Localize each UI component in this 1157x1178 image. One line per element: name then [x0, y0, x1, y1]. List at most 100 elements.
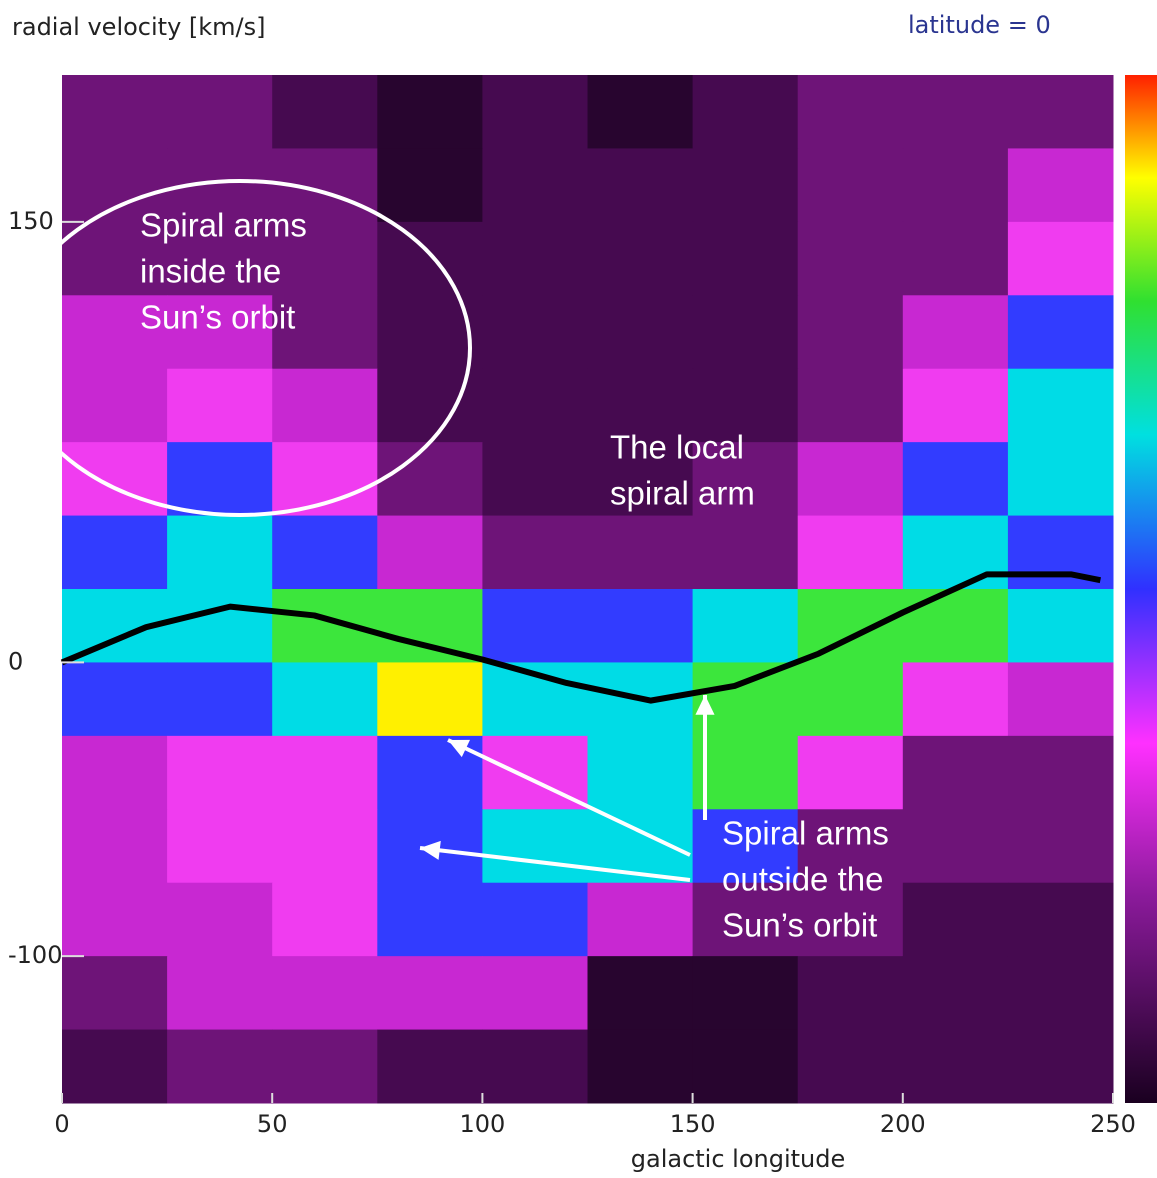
heatmap-cell: [692, 295, 799, 370]
heatmap-cell: [1007, 809, 1114, 884]
heatmap-cell: [587, 442, 694, 517]
x-tick-label: 250: [1090, 1110, 1136, 1138]
heatmap-cell: [167, 75, 273, 149]
heatmap-cell: [167, 368, 273, 443]
heatmap-cell: [377, 662, 483, 737]
heatmap-cell: [377, 589, 483, 663]
heatmap-cell: [377, 1029, 483, 1104]
heatmap-cell: [692, 956, 799, 1031]
heatmap-cell: [377, 75, 483, 149]
heatmap-cell: [167, 809, 273, 884]
heatmap-cell: [167, 589, 273, 663]
heatmap-cell: [692, 662, 799, 737]
annotation-ellipse: [8, 179, 472, 517]
heatmap-cell: [587, 295, 694, 370]
annotation: Sun’s orbit: [140, 299, 295, 336]
heatmap-cell: [587, 148, 694, 223]
heatmap-cell: [482, 956, 588, 1031]
heatmap-cell: [902, 368, 1009, 443]
heatmap-cell: [377, 882, 483, 957]
heatmap-cell: [167, 882, 273, 957]
annotation: The local: [610, 429, 744, 466]
heatmap-cell: [62, 1029, 168, 1104]
heatmap-cell: [62, 809, 168, 884]
heatmap-cell: [587, 956, 694, 1031]
heatmap-cell: [797, 75, 904, 149]
heatmap-cell: [272, 75, 378, 149]
heatmap-cell: [797, 882, 904, 957]
heatmap-cell: [692, 882, 799, 957]
heatmap-cell: [272, 368, 378, 443]
heatmap-cell: [692, 809, 799, 884]
heatmap-cell: [902, 148, 1009, 223]
heatmap-cell: [587, 882, 694, 957]
heatmap-cell: [167, 1029, 273, 1104]
overlay: Spiral arms inside the Sun’s orbit The loca…: [8, 179, 1101, 944]
annotation: Sun’s orbit: [722, 907, 877, 944]
heatmap-cell: [797, 809, 904, 884]
heatmap-cell: [902, 809, 1009, 884]
heatmap-cell: [482, 221, 588, 296]
heatmap-cell: [1007, 662, 1114, 737]
heatmap-cell: [797, 589, 904, 663]
heatmap-cell: [1007, 295, 1114, 370]
y-tick-label: 0: [8, 647, 23, 675]
heatmap-cell: [62, 368, 168, 443]
heatmap-cell: [902, 221, 1009, 296]
heatmap-cell: [62, 442, 168, 517]
arrow-head: [420, 840, 441, 860]
annotation: outside the: [722, 861, 883, 898]
heatmap-cell: [587, 1029, 694, 1104]
heatmap-cell: [1007, 735, 1114, 810]
heatmap-cell: [482, 809, 588, 884]
heatmap-cell: [272, 221, 378, 296]
heatmap-cell: [272, 735, 378, 810]
annotation: spiral arm: [610, 475, 755, 512]
heatmap-cell: [62, 221, 168, 296]
heatmap-cell: [587, 75, 694, 149]
heatmap-cell: [167, 295, 273, 370]
heatmap-cell: [1007, 75, 1114, 149]
heatmap-cell: [587, 589, 694, 663]
heatmap-cell: [692, 368, 799, 443]
heatmap-cell: [62, 75, 168, 149]
heatmap-cell: [587, 368, 694, 443]
annotation: Spiral arms: [722, 815, 889, 852]
heatmap-cell: [587, 221, 694, 296]
x-tick-label: 50: [257, 1110, 288, 1138]
heatmap-cell: [692, 589, 799, 663]
heatmap-cell: [1007, 442, 1114, 517]
heatmap-cell: [902, 956, 1009, 1031]
heatmap-cell: [272, 882, 378, 957]
heatmap-cell: [797, 735, 904, 810]
colorbar: [1125, 75, 1157, 1103]
heatmap-cell: [272, 956, 378, 1031]
heatmap-cell: [797, 368, 904, 443]
heatmap-cell: [1007, 589, 1114, 663]
heatmap-cell: [272, 515, 378, 590]
heatmap-cell: [692, 515, 799, 590]
heatmap-cell: [62, 735, 168, 810]
heatmap-cell: [62, 956, 168, 1031]
heatmap-cell: [272, 662, 378, 737]
heatmap-cell: [167, 662, 273, 737]
heatmap-cell: [1007, 368, 1114, 443]
heatmap-cell: [797, 221, 904, 296]
velocity-curve: [60, 571, 1101, 704]
x-tick-label: 100: [459, 1110, 505, 1138]
heatmap-cell: [797, 956, 904, 1031]
heatmap-cell: [797, 662, 904, 737]
heatmap-cell: [167, 221, 273, 296]
y-tick-label: 150: [8, 207, 54, 235]
heatmap-cell: [167, 442, 273, 517]
heatmap-cell: [482, 75, 588, 149]
heatmap-cell: [167, 956, 273, 1031]
heatmap-cell: [272, 295, 378, 370]
heatmap-cell: [62, 295, 168, 370]
heatmap-cell: [692, 1029, 799, 1104]
heatmap-cell: [62, 515, 168, 590]
annotation: Spiral arms: [140, 207, 307, 244]
x-tick-label: 200: [880, 1110, 926, 1138]
subtitle: latitude = 0: [908, 11, 1051, 39]
heatmap-cell: [692, 221, 799, 296]
